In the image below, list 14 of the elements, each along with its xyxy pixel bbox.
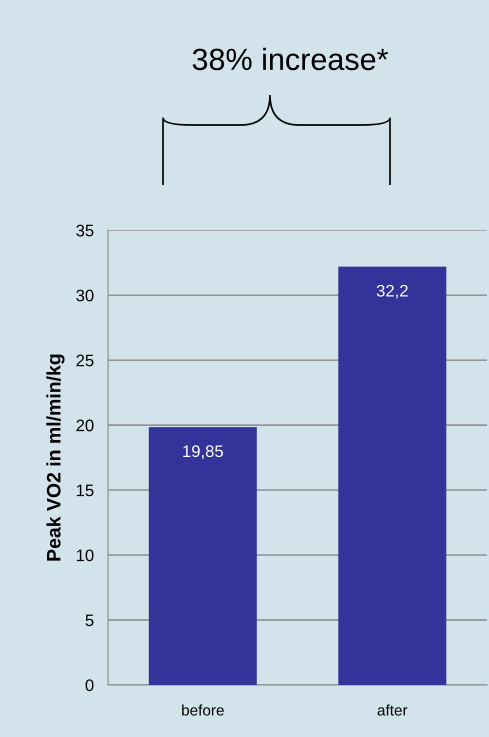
y-axis-title: Peak VO2 in ml/min/kg [46,354,65,561]
y-tick-label: 0 [86,679,94,692]
y-tick-label: 5 [86,614,94,626]
data-label: 32,2 [376,284,408,299]
x-tick-label: after [378,704,408,716]
y-tick-label: 15 [76,484,94,496]
x-tick-label: before [182,704,224,716]
data-label: 19,85 [183,445,223,460]
y-tick-label: 10 [76,549,94,562]
y-tick-label: 35 [76,224,94,236]
chart-title: 38% increase* [192,48,388,70]
y-tick-label: 20 [76,420,94,432]
y-tick-label: 30 [76,290,94,302]
y-tick-label: 25 [76,354,94,366]
